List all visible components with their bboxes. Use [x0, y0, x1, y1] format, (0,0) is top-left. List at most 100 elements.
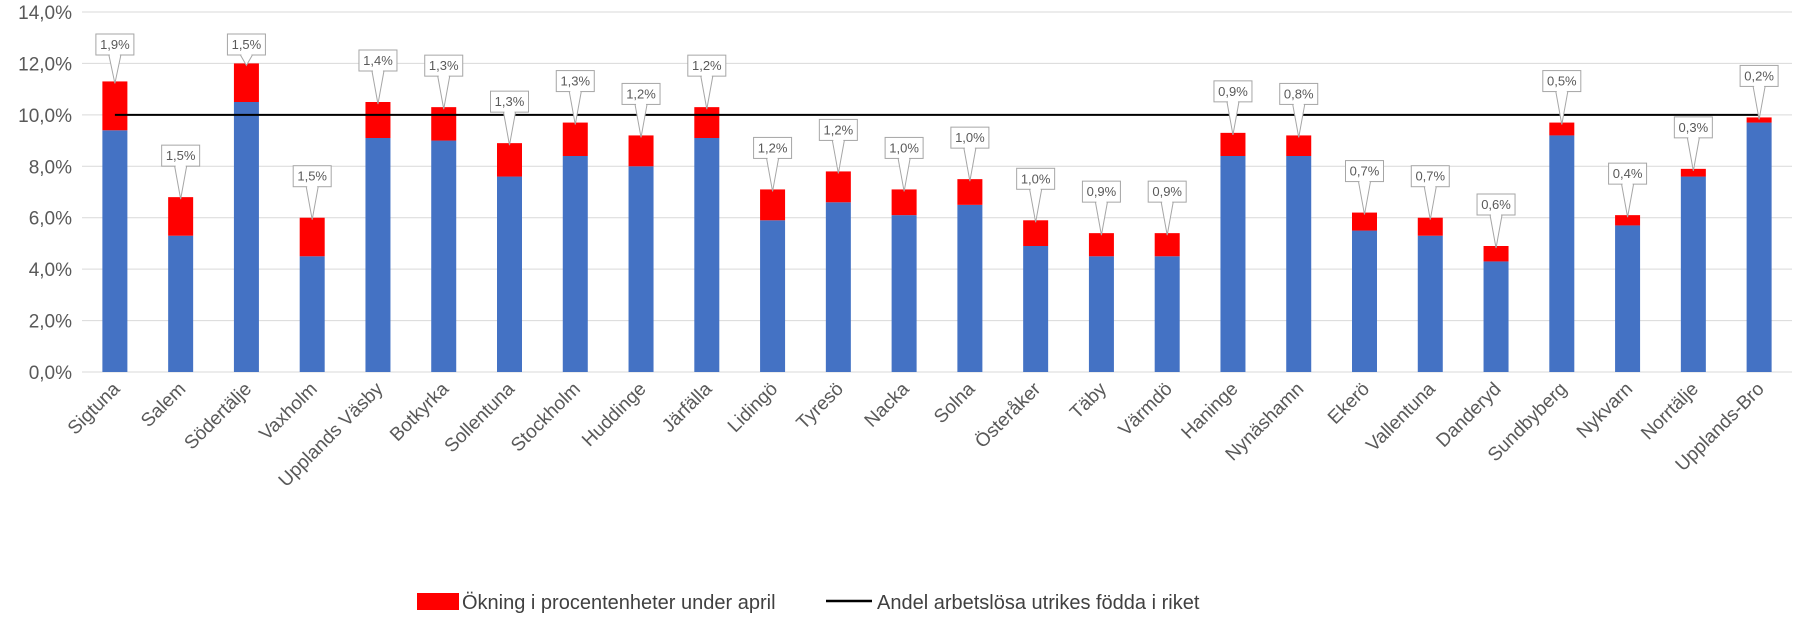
- x-tick-label: Salem: [137, 379, 190, 432]
- callout-pointer-4: [305, 186, 319, 220]
- bar-base-6: [431, 140, 457, 372]
- bar-increase-5: [365, 102, 391, 138]
- bar-base-4: [299, 256, 325, 372]
- bar-base-21: [1417, 235, 1443, 372]
- x-tick-label: Nacka: [861, 378, 914, 431]
- data-label-10: 1,2%: [692, 58, 722, 73]
- bar-increase-2: [168, 197, 194, 236]
- bar-increase-22: [1483, 246, 1509, 262]
- data-label-22: 0,6%: [1481, 197, 1511, 212]
- callout-pointer-22: [1489, 214, 1503, 249]
- bar-base-17: [1154, 256, 1180, 372]
- y-tick-label: 12,0%: [18, 54, 72, 75]
- x-tick-label: Tyresö: [793, 379, 848, 434]
- bar-base-2: [168, 235, 194, 372]
- bar-base-5: [365, 138, 391, 372]
- callout-pointer-17: [1160, 202, 1174, 236]
- bar-increase-20: [1352, 212, 1377, 231]
- callout-pointer-26: [1752, 86, 1766, 120]
- x-tick-label: Värmdö: [1115, 379, 1177, 441]
- bar-base-11: [760, 220, 786, 372]
- bar-increase-9: [628, 135, 654, 167]
- bar-increase-18: [1220, 132, 1246, 156]
- data-label-18: 0,9%: [1218, 84, 1248, 99]
- callout-pointer-16: [1094, 202, 1108, 236]
- callout-pointer-15: [1029, 189, 1043, 223]
- data-label-17: 0,9%: [1152, 184, 1182, 199]
- x-tick-label: Täby: [1066, 378, 1111, 423]
- y-tick-label: 0,0%: [29, 363, 72, 384]
- y-tick-label: 2,0%: [29, 312, 72, 333]
- callout-pointer-5: [371, 70, 385, 105]
- bar-increase-6: [431, 107, 457, 141]
- x-tick-label: Sollentuna: [441, 378, 520, 457]
- data-label-19: 0,8%: [1284, 86, 1314, 101]
- bar-increase-7: [497, 143, 522, 177]
- bar-increase-21: [1417, 217, 1443, 236]
- bar-base-23: [1549, 135, 1575, 372]
- callout-pointer-11: [766, 158, 780, 192]
- data-label-24: 0,4%: [1613, 166, 1643, 181]
- callout-pointer-2: [174, 166, 188, 200]
- callout-pointer-19: [1292, 104, 1306, 138]
- data-label-25: 0,3%: [1679, 120, 1709, 135]
- callout-pointer-7: [503, 112, 516, 146]
- callout-pointer-25: [1686, 137, 1700, 171]
- bar-base-10: [694, 138, 720, 372]
- data-label-20: 0,7%: [1350, 164, 1380, 179]
- x-tick-label: Vallentuna: [1362, 378, 1440, 456]
- data-label-26: 0,2%: [1744, 68, 1774, 83]
- legend-label-increase: Ökning i procentenheter under april: [462, 592, 776, 614]
- callout-pointer-9: [634, 104, 648, 138]
- bar-base-9: [628, 166, 654, 372]
- callout-pointer-14: [963, 148, 977, 182]
- data-label-21: 0,7%: [1415, 169, 1445, 184]
- bar-base-16: [1088, 256, 1114, 372]
- bar-base-8: [562, 156, 588, 372]
- legend: Ökning i procentenheter under april Andel…: [417, 592, 1200, 614]
- bar-increase-26: [1746, 117, 1772, 123]
- x-tick-label: Järfälla: [658, 378, 716, 436]
- callout-pointer-23: [1555, 91, 1569, 125]
- callout-pointer-6: [437, 76, 451, 110]
- x-tick-label: Botkyrka: [386, 378, 453, 445]
- x-tick-label: Ekerö: [1324, 379, 1374, 429]
- x-tick-label: Haninge: [1178, 379, 1243, 444]
- data-label-11: 1,2%: [758, 140, 788, 155]
- data-label-14: 1,0%: [955, 130, 985, 145]
- data-label-4: 1,5%: [297, 169, 327, 184]
- y-tick-label: 14,0%: [18, 3, 72, 24]
- bar-base-1: [102, 130, 128, 372]
- x-tick-label: Solna: [930, 378, 980, 428]
- bar-base-15: [1023, 246, 1049, 372]
- callout-pointer-12: [831, 140, 845, 174]
- y-tick-label: 8,0%: [29, 157, 72, 178]
- bar-increase-24: [1615, 215, 1641, 226]
- data-label-6: 1,3%: [429, 58, 459, 73]
- x-tick-label: Huddinge: [578, 379, 650, 451]
- data-label-8: 1,3%: [560, 74, 590, 89]
- bar-base-14: [957, 204, 983, 372]
- callout-pointer-1: [108, 54, 122, 84]
- bar-base-20: [1352, 230, 1377, 372]
- callout-pointer-18: [1226, 101, 1240, 135]
- legend-swatch-increase: [417, 593, 459, 610]
- bar-increase-8: [562, 122, 588, 156]
- callout-pointer-8: [568, 91, 582, 125]
- data-label-15: 1,0%: [1021, 171, 1051, 186]
- bar-base-12: [825, 202, 851, 372]
- data-label-23: 0,5%: [1547, 74, 1577, 89]
- bar-increase-16: [1088, 233, 1114, 257]
- bar-increase-15: [1023, 220, 1049, 246]
- bar-base-13: [891, 215, 917, 372]
- x-tick-label: Österåker: [971, 378, 1045, 452]
- bar-base-18: [1220, 156, 1246, 372]
- x-tick-label: Norrtälje: [1637, 379, 1703, 445]
- callout-pointer-24: [1621, 184, 1635, 218]
- callout-pointer-10: [700, 76, 714, 110]
- bar-increase-17: [1154, 233, 1180, 257]
- callout-pointer-13: [897, 158, 911, 192]
- bar-base-7: [497, 176, 522, 372]
